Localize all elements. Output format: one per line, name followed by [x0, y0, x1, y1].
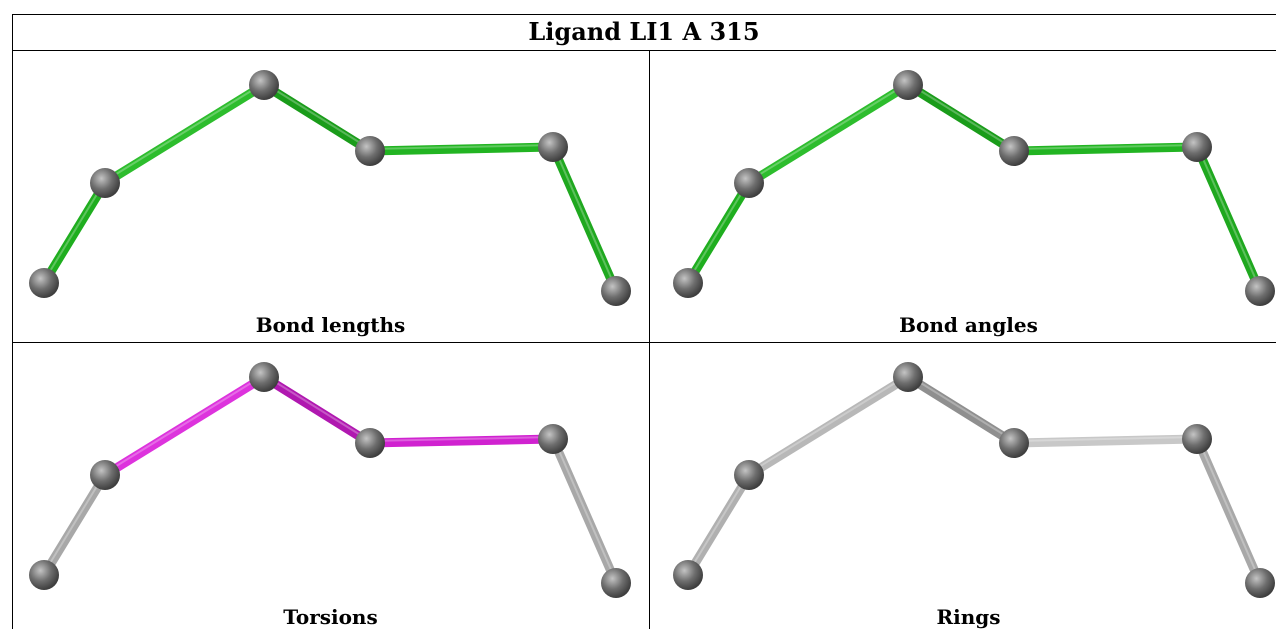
atom — [90, 460, 120, 490]
bond-highlight — [748, 374, 909, 474]
bond — [1009, 434, 1202, 448]
bond — [548, 142, 621, 296]
bond-highlight — [687, 180, 750, 282]
bond — [259, 372, 375, 448]
bond — [365, 434, 558, 448]
atom — [673, 560, 703, 590]
bond — [365, 142, 558, 156]
atom — [249, 70, 279, 100]
atom — [734, 168, 764, 198]
bond — [100, 80, 269, 188]
panel-caption: Bond lengths — [255, 313, 406, 337]
atom — [734, 460, 764, 490]
atom — [1245, 276, 1275, 306]
bond-highlight — [369, 436, 554, 442]
panel-rings: Rings — [650, 343, 1276, 629]
bond — [259, 80, 375, 156]
molecule-view — [29, 70, 631, 306]
table-grid — [12, 14, 1276, 629]
atom — [90, 168, 120, 198]
atom — [538, 132, 568, 162]
panel-bond-lengths: Bond lengths — [12, 51, 649, 342]
bond — [683, 470, 754, 580]
bond-highlight — [263, 374, 371, 442]
panel-caption: Torsions — [283, 605, 378, 629]
atom — [893, 70, 923, 100]
ligand-report-table: Ligand LI1 A 315 Bond lengths Bond angle… — [12, 14, 1276, 629]
atom — [1182, 132, 1212, 162]
bond-highlight — [1196, 436, 1261, 582]
bond-highlight — [104, 82, 265, 182]
atom — [29, 268, 59, 298]
bond — [744, 80, 913, 188]
bond-highlight — [1013, 144, 1198, 150]
atom — [673, 268, 703, 298]
molecule-view — [29, 362, 631, 598]
bond-highlight — [43, 180, 106, 282]
atom — [999, 428, 1029, 458]
bond — [39, 178, 110, 288]
panel-torsions: Torsions — [12, 343, 649, 629]
bond — [1192, 142, 1265, 296]
bond — [903, 80, 1019, 156]
atom — [601, 568, 631, 598]
bond-highlight — [104, 374, 265, 474]
atom — [249, 362, 279, 392]
bond-highlight — [1196, 144, 1261, 290]
panel-caption: Rings — [936, 605, 1001, 629]
bond — [903, 372, 1019, 448]
atom — [1182, 424, 1212, 454]
atom — [601, 276, 631, 306]
bond — [744, 372, 913, 480]
bond-highlight — [369, 144, 554, 150]
bond-highlight — [687, 472, 750, 574]
bond-highlight — [552, 436, 617, 582]
molecule-view — [673, 70, 1275, 306]
bond — [1192, 434, 1265, 588]
bond-highlight — [1013, 436, 1198, 442]
atom — [29, 560, 59, 590]
atom — [1245, 568, 1275, 598]
atom — [893, 362, 923, 392]
panel-caption: Bond angles — [899, 313, 1038, 337]
atom — [538, 424, 568, 454]
atom — [355, 428, 385, 458]
bond-highlight — [907, 374, 1015, 442]
bond-highlight — [907, 82, 1015, 150]
bond-highlight — [263, 82, 371, 150]
panel-bond-angles: Bond angles — [650, 51, 1276, 342]
bond — [39, 470, 110, 580]
molecule-view — [673, 362, 1275, 598]
bond — [548, 434, 621, 588]
atom — [355, 136, 385, 166]
bond — [100, 372, 269, 480]
bond — [683, 178, 754, 288]
bond-highlight — [552, 144, 617, 290]
bond — [1009, 142, 1202, 156]
bond-highlight — [748, 82, 909, 182]
bond-highlight — [43, 472, 106, 574]
ligand-title: Ligand LI1 A 315 — [528, 17, 760, 46]
atom — [999, 136, 1029, 166]
